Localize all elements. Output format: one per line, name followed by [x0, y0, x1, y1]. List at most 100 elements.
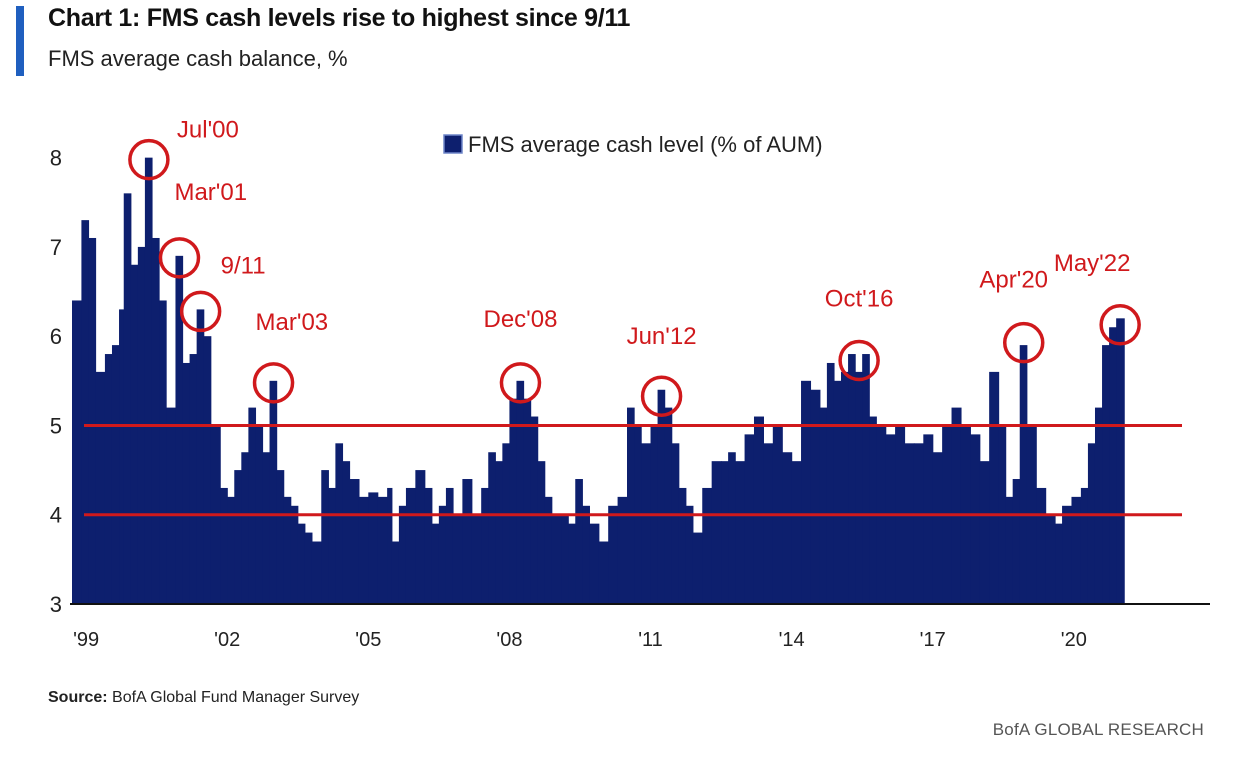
- bar: [415, 470, 426, 604]
- annotation-label: Dec'08: [483, 306, 557, 333]
- bar: [589, 523, 600, 604]
- legend-label: FMS average cash level (% of AUM): [468, 132, 823, 157]
- bar: [951, 407, 962, 604]
- bar: [248, 407, 257, 604]
- bar: [328, 487, 336, 604]
- bar: [81, 220, 90, 604]
- bar: [269, 380, 278, 604]
- bar: [88, 237, 97, 605]
- bar: [869, 416, 877, 604]
- annotation-circle: [838, 339, 880, 382]
- bar: [368, 492, 379, 604]
- y-axis-ticks: 3 4 5 6 7 8: [50, 146, 62, 617]
- bar: [189, 354, 198, 604]
- bar: [1019, 345, 1028, 604]
- bar: [321, 470, 329, 604]
- x-tick-label: '14: [779, 629, 805, 651]
- bar: [979, 461, 990, 604]
- bar: [1036, 487, 1047, 604]
- bar: [598, 541, 609, 604]
- brand-label: BofA GLOBAL RESEARCH: [992, 720, 1204, 739]
- x-tick-label: '20: [1061, 629, 1087, 651]
- annotation-label: Oct'16: [825, 286, 894, 313]
- annotations-group: Jul'00 Mar'01 9/11 Mar'03 Dec'08 Jun'12 Oct'16…: [128, 117, 1141, 417]
- bar: [159, 300, 167, 604]
- bar: [262, 452, 271, 604]
- bar: [855, 371, 863, 604]
- annotation-label: May'22: [1054, 250, 1131, 277]
- bar: [568, 523, 576, 604]
- bar: [782, 452, 793, 604]
- x-tick-label: '99: [73, 629, 99, 651]
- bar: [431, 523, 440, 604]
- bar: [119, 309, 125, 604]
- bar: [391, 541, 400, 604]
- annotation-label: Apr'20: [979, 267, 1048, 294]
- bar: [685, 505, 694, 604]
- bar: [913, 443, 924, 604]
- bar: [627, 407, 635, 604]
- bar: [398, 505, 407, 604]
- bar: [358, 496, 369, 604]
- bar: [111, 345, 120, 604]
- annotation-circle: [640, 375, 683, 417]
- bar: [692, 532, 703, 604]
- bar: [349, 479, 360, 604]
- bar: [702, 487, 713, 604]
- bar: [810, 389, 821, 604]
- bar: [495, 461, 503, 604]
- bar: [848, 354, 856, 604]
- bar: [509, 398, 518, 604]
- bar: [471, 514, 482, 604]
- bar: [671, 443, 680, 604]
- bar: [445, 487, 454, 604]
- bar: [166, 407, 177, 604]
- bar: [1094, 407, 1103, 604]
- y-tick-label: 3: [50, 592, 62, 617]
- annotation-circle: [158, 237, 201, 279]
- bar: [791, 461, 802, 604]
- bar: [123, 193, 132, 604]
- bar: [1062, 505, 1073, 604]
- annotation-circle: [179, 290, 222, 333]
- bar: [1055, 523, 1063, 604]
- bar: [819, 407, 828, 604]
- annotation-label: 9/11: [221, 252, 266, 279]
- title-accent-bar: [16, 6, 24, 76]
- bar: [711, 461, 722, 604]
- bar: [405, 487, 416, 604]
- chart-title: Chart 1: FMS cash levels rise to highest…: [48, 4, 631, 32]
- bar: [104, 354, 113, 604]
- bar: [801, 380, 812, 604]
- bar: [182, 362, 191, 604]
- bar: [1071, 496, 1082, 604]
- bar: [744, 434, 755, 604]
- bar: [833, 380, 842, 604]
- y-tick-label: 4: [50, 503, 62, 528]
- bar: [841, 371, 849, 604]
- bars-group: [72, 157, 1125, 605]
- bar: [1045, 514, 1056, 604]
- bar: [617, 496, 628, 604]
- bar: [575, 479, 583, 604]
- x-tick-label: '05: [355, 629, 381, 651]
- bar: [728, 452, 736, 604]
- bar: [462, 479, 473, 604]
- bar: [721, 461, 729, 604]
- bar: [488, 452, 496, 604]
- annotation-circle: [499, 362, 542, 404]
- source-text: BofA Global Fund Manager Survey: [112, 689, 360, 706]
- bar: [481, 487, 489, 604]
- bar: [196, 309, 205, 604]
- bar: [130, 264, 139, 604]
- bar: [387, 487, 393, 604]
- bar: [826, 362, 835, 604]
- bar: [523, 398, 532, 604]
- bar: [377, 496, 388, 604]
- bar: [753, 416, 764, 604]
- bar: [932, 452, 943, 604]
- bar: [297, 523, 306, 604]
- bar: [678, 487, 687, 604]
- bar: [763, 443, 774, 604]
- x-tick-label: '02: [214, 629, 240, 651]
